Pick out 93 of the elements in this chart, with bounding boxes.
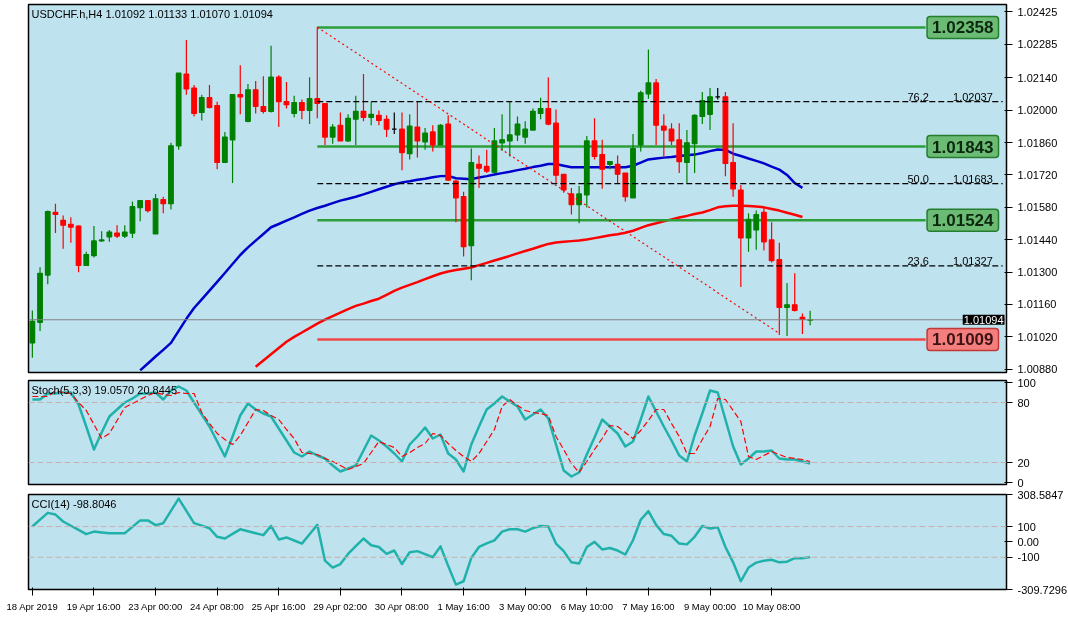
candlestick [452,179,459,223]
candlestick [791,272,798,313]
candlestick [329,123,336,145]
candlestick [298,98,305,120]
candlestick [676,122,683,174]
candlestick [375,109,382,126]
y-tick-label: 1.01160 [1017,298,1057,311]
candlestick [29,309,36,359]
y-tick-label: 1.02140 [1017,71,1058,84]
chart-title: CCI(14) -98.8046 [31,497,117,510]
candlestick [753,209,760,251]
x-tick-label: 29 Apr 02:00 [313,600,368,612]
x-tick-label: 24 Apr 08:00 [189,600,244,612]
annotation: 1.01327 [953,254,993,267]
candlestick [337,111,344,142]
y-tick-label: 1.02285 [1017,38,1058,51]
series-label: 1.01843 [932,137,994,157]
candlestick [499,113,506,152]
candlestick [476,154,482,189]
candlestick [114,224,120,239]
annotation: 50.0 [907,172,929,185]
candlestick [522,120,529,145]
candlestick [91,225,97,259]
x-tick-label: 1 May 16:00 [437,600,490,612]
candlestick [137,200,144,222]
y-tick-label: 20 [1017,456,1030,469]
x-tick-label: 18 Apr 2019 [6,600,58,612]
ref-line-label: 1.01094 [963,313,1004,326]
x-tick-label: 10 May 08:00 [742,600,801,612]
candlestick [414,101,421,159]
candlestick [660,113,667,158]
annotation: 76.2 [907,90,929,103]
x-tick-label: 23 Apr 00:00 [128,600,183,612]
y-tick-label: 80 [1017,396,1030,409]
candlestick [399,111,405,171]
candlestick [422,127,428,151]
candlestick [707,87,713,131]
candlestick [306,76,313,125]
candlestick [537,97,544,120]
candlestick [483,149,490,174]
candlestick [784,282,790,337]
annotation: 23.6 [907,254,929,267]
x-tick-label: 30 Apr 08:00 [374,600,429,612]
y-tick-label: 1.00880 [1017,363,1058,376]
line-series [31,497,812,586]
y-tick-label: -309.7296 [1017,583,1068,596]
candlestick [345,113,351,143]
candlestick [599,139,606,190]
candlestick [237,64,244,115]
candlestick [352,95,359,146]
y-tick-label: 308.5847 [1017,488,1064,501]
candlestick [568,187,575,216]
candlestick [514,115,521,142]
x-tick-label: 9 May 00:00 [683,600,737,612]
y-tick-label: 1.01720 [1017,168,1058,181]
y-tick-label: 1.01860 [1017,136,1058,149]
x-tick-label: 7 May 16:00 [622,600,675,612]
y-tick-label: 1.01020 [1017,330,1058,343]
annotation: 1.01683 [953,172,993,185]
y-tick-label: 1.01440 [1017,233,1058,246]
y-tick-label: 1.01580 [1017,201,1058,214]
y-tick-label: 0 [1017,476,1024,489]
candlestick [684,129,690,184]
candlestick [383,114,390,138]
chart-title: USDCHF.h,H4 1.01092 1.01133 1.01070 1.01094 [31,7,273,20]
x-tick-label: 19 Apr 16:00 [66,600,121,612]
y-tick-label: 1.02000 [1017,104,1058,117]
series-label: 1.01009 [932,330,994,350]
x-tick-label: 6 May 10:00 [560,600,613,612]
candlestick [576,185,583,224]
candlestick [183,39,190,96]
y-tick-label: 1.01300 [1017,266,1058,279]
candlestick [529,107,536,131]
x-tick-label: 25 Apr 16:00 [251,600,306,612]
candlestick [506,101,513,158]
series-label: 1.01524 [932,211,995,231]
candlestick [198,94,205,121]
candlestick [560,173,567,194]
candlestick [291,95,298,118]
candlestick [429,124,436,153]
candlestick [67,216,74,244]
y-tick-label: -100 [1017,551,1040,564]
candlestick [368,101,375,126]
annotation: 1.02037 [953,90,993,103]
candlestick [545,76,552,126]
x-tick-label: 3 May 00:00 [499,600,552,612]
y-tick-label: 1.02425 [1017,5,1058,18]
candlestick [60,214,67,250]
series-label: 1.02358 [932,18,994,38]
y-tick-label: 100 [1017,376,1036,389]
y-tick-label: 0.00 [1017,535,1039,548]
y-tick-label: 100 [1017,520,1036,533]
candlestick [52,203,59,234]
